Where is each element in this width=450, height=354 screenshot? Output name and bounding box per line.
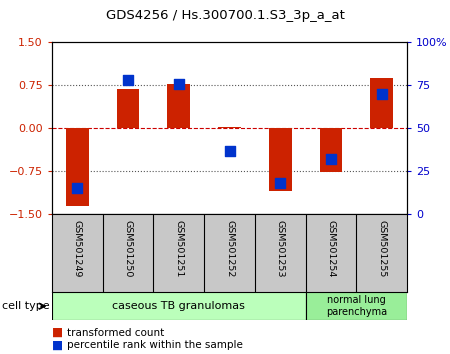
Point [277, 181, 284, 186]
Point [124, 78, 131, 83]
Text: cell type: cell type [2, 301, 50, 311]
Point [226, 148, 233, 154]
Text: ■: ■ [52, 339, 63, 352]
Point [328, 156, 335, 162]
Text: GSM501250: GSM501250 [123, 221, 132, 278]
Bar [218, 127, 241, 128]
Text: percentile rank within the sample: percentile rank within the sample [67, 340, 243, 350]
Text: normal lung
parenchyma: normal lung parenchyma [326, 295, 387, 317]
Text: GSM501252: GSM501252 [225, 221, 234, 278]
Bar [320, 128, 342, 172]
Bar [269, 128, 292, 191]
Text: ■: ■ [52, 326, 63, 339]
Text: GDS4256 / Hs.300700.1.S3_3p_a_at: GDS4256 / Hs.300700.1.S3_3p_a_at [106, 9, 344, 22]
Text: GSM501253: GSM501253 [276, 221, 285, 278]
Text: GSM501254: GSM501254 [327, 221, 336, 278]
Point [378, 91, 386, 97]
Text: GSM501249: GSM501249 [72, 221, 81, 278]
Bar [306, 292, 407, 320]
Text: GSM501255: GSM501255 [378, 221, 387, 278]
Point [175, 81, 182, 86]
Bar [52, 292, 306, 320]
Bar [117, 90, 140, 128]
Point [73, 185, 81, 191]
Bar [66, 128, 89, 206]
Bar [370, 78, 393, 128]
Text: transformed count: transformed count [67, 328, 164, 338]
Text: caseous TB granulomas: caseous TB granulomas [112, 301, 245, 311]
Text: GSM501251: GSM501251 [174, 221, 183, 278]
Bar [167, 84, 190, 128]
